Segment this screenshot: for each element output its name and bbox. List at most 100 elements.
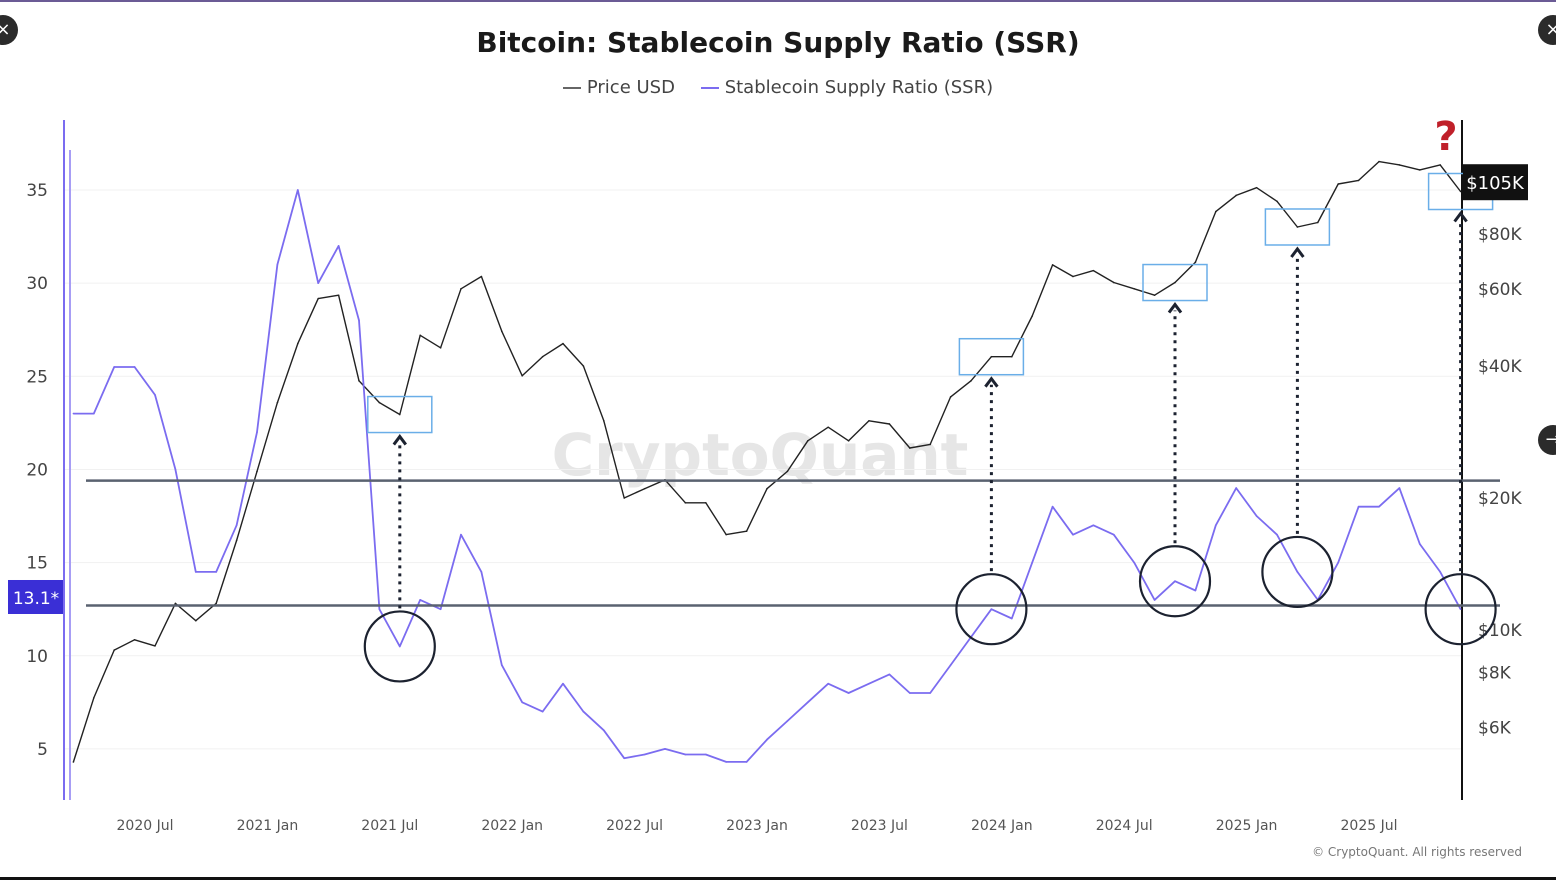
price-point	[1296, 226, 1299, 228]
annotation-circle	[955, 573, 1028, 646]
price-point	[521, 374, 523, 377]
price-point	[786, 470, 789, 473]
ssr-point	[582, 710, 585, 713]
ssr-point	[276, 263, 279, 266]
price-point	[195, 619, 197, 622]
price-point	[1092, 269, 1095, 272]
x-tick-label: 2022 Jan	[481, 818, 543, 834]
ssr-point	[480, 571, 483, 573]
price-point	[72, 761, 75, 763]
ssr-point	[72, 412, 75, 415]
legend-label: Stablecoin Supply Ratio (SSR)	[724, 77, 994, 98]
left-tick-label: 20	[26, 460, 48, 480]
annotation-box	[1264, 208, 1331, 246]
ssr-point	[1459, 608, 1462, 610]
price-point	[113, 649, 115, 651]
window-bottom-border	[0, 877, 1556, 880]
price-point	[297, 342, 299, 345]
ssr-point	[1051, 505, 1054, 508]
annotation-circle	[1424, 573, 1497, 646]
ssr-point	[1378, 505, 1380, 508]
ssr-point	[725, 761, 727, 763]
ssr-point	[847, 692, 850, 694]
price-point	[1215, 210, 1217, 213]
price-point	[766, 487, 768, 490]
price-point	[1133, 287, 1135, 290]
price-point	[990, 355, 993, 358]
ssr-point	[705, 753, 707, 756]
right-tick-label: $20K	[1478, 489, 1522, 509]
annotation-box	[1142, 263, 1208, 302]
price-point	[276, 401, 279, 404]
x-tick-label: 2023 Jul	[851, 818, 908, 834]
x-tick-label: 2025 Jan	[1216, 818, 1278, 834]
price-point	[684, 502, 687, 504]
close-icon[interactable]: ×	[0, 15, 18, 45]
price-point	[1051, 264, 1054, 266]
price-point	[501, 330, 503, 333]
chart-title: Bitcoin: Stablecoin Supply Ratio (SSR)	[476, 26, 1080, 59]
price-point	[317, 297, 320, 300]
legend: Price USD Stablecoin Supply Ratio (SSR)	[0, 77, 1556, 98]
ssr-point	[439, 608, 442, 610]
price-point	[847, 440, 850, 442]
ssr-point	[541, 710, 544, 713]
ssr-point	[1011, 617, 1013, 620]
price-point	[888, 423, 891, 425]
left-tick-label: 5	[37, 740, 48, 760]
price-point	[337, 294, 340, 297]
left-tick-label: 35	[26, 181, 48, 201]
legend-item-ssr[interactable]: Stablecoin Supply Ratio (SSR)	[700, 77, 994, 98]
ssr-point	[460, 533, 462, 536]
price-point	[603, 419, 605, 422]
ssr-point	[562, 682, 564, 685]
ssr-point	[93, 412, 95, 415]
ssr-point	[215, 571, 217, 573]
left-tick-label: 10	[26, 647, 48, 667]
price-point	[868, 419, 870, 422]
price-point	[582, 365, 585, 367]
close-icon[interactable]: ×	[1538, 15, 1556, 45]
ssr-point	[358, 319, 360, 322]
x-tick-label: 2021 Jan	[237, 818, 299, 834]
ssr-point	[1153, 599, 1156, 601]
price-point	[215, 602, 217, 605]
ssr-point	[1031, 561, 1033, 564]
left-tick-label: 25	[26, 367, 48, 387]
price-point	[949, 396, 952, 398]
x-tick-label: 2024 Jan	[971, 818, 1033, 834]
price-point	[460, 287, 462, 290]
right-tick-label: $8K	[1478, 663, 1512, 683]
ssr-point	[419, 599, 422, 601]
price-point	[541, 355, 544, 358]
watermark: CryptoQuant	[552, 421, 969, 489]
price-point	[1276, 200, 1278, 203]
price-point	[1031, 315, 1033, 317]
price-point	[705, 502, 707, 504]
annotation-box	[958, 337, 1025, 376]
price-current-label: $105K	[1466, 173, 1525, 194]
price-point	[1317, 221, 1319, 224]
price-point	[1439, 164, 1441, 166]
ssr-point	[909, 692, 911, 694]
ssr-point	[766, 738, 768, 741]
ssr-point	[990, 608, 993, 610]
x-tick-label: 2022 Jul	[606, 818, 663, 834]
right-tick-label: $80K	[1478, 225, 1522, 245]
price-point	[174, 602, 177, 605]
ssr-point	[1255, 515, 1258, 517]
price-point	[623, 497, 625, 499]
price-point	[745, 530, 748, 533]
ssr-point	[745, 761, 748, 763]
price-point	[154, 645, 156, 647]
legend-item-price[interactable]: Price USD	[562, 77, 675, 98]
x-tick-label: 2020 Jul	[117, 818, 174, 834]
arrow-right-icon[interactable]: →	[1538, 425, 1556, 455]
price-point	[562, 342, 564, 345]
price-point	[419, 334, 422, 337]
price-point	[643, 487, 646, 490]
price-point	[1419, 169, 1421, 171]
left-tick-label: 30	[26, 274, 48, 294]
arrow-up-icon	[392, 434, 407, 446]
